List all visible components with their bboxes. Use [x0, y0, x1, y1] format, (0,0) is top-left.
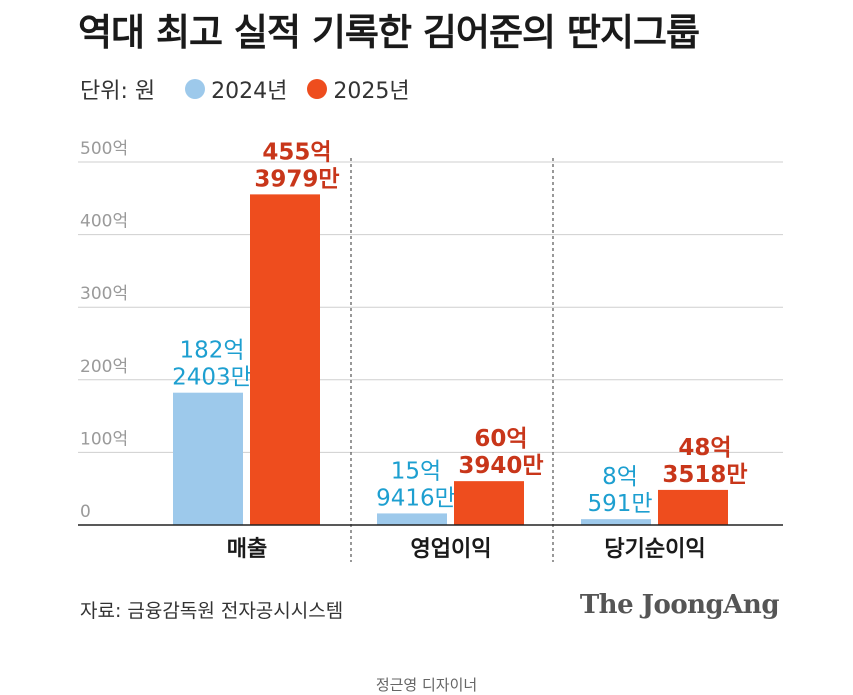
designer-credit: 정근영 디자이너 [375, 676, 478, 694]
bar-2025년-당기순이익 [658, 489, 728, 525]
y-tick-label: 200억 [80, 357, 128, 377]
y-tick-label: 0 [80, 502, 91, 522]
legend-item-2025: 2025년 [307, 73, 410, 105]
data-label: 3940만 [458, 453, 543, 479]
category-label: 당기순이익 [604, 537, 705, 562]
data-label: 182억 [179, 338, 244, 364]
bar-2024년-매출 [173, 392, 243, 525]
legend-label-2024: 2024년 [211, 79, 288, 104]
bar-2025년-매출 [250, 194, 320, 526]
data-label: 2403만 [172, 365, 252, 391]
brand-logo: The JoongAng [579, 590, 780, 620]
y-tick-label: 400억 [80, 212, 128, 232]
data-label: 3518만 [662, 462, 747, 488]
category-label: 영업이익 [411, 537, 492, 562]
data-label: 60억 [474, 426, 527, 452]
data-label: 48억 [678, 435, 731, 461]
data-label: 591만 [587, 491, 652, 517]
data-label: 3979만 [254, 166, 339, 192]
data-label: 9416만 [376, 485, 456, 511]
unit-label: 단위: 원 [80, 79, 156, 104]
y-tick-label: 100억 [80, 429, 128, 449]
legend-item-2024: 2024년 [185, 73, 287, 105]
y-tick-label: 300억 [80, 284, 128, 304]
legend-label-2025: 2025년 [333, 79, 410, 104]
bar-2025년-영업이익 [454, 481, 524, 525]
data-label: 455억 [262, 139, 331, 165]
legend: 단위: 원 2024년 2025년 [80, 74, 430, 104]
source-note: 자료: 금융감독원 전자공시시스템 [80, 600, 344, 622]
chart-title: 역대 최고 실적 기록한 김어준의 딴지그룹 [78, 11, 700, 54]
category-label: 매출 [227, 537, 267, 562]
data-label: 15억 [391, 458, 441, 484]
y-tick-label: 500억 [80, 139, 128, 159]
legend-dot-2024 [185, 79, 206, 99]
bar-2024년-당기순이익 [581, 519, 651, 525]
legend-dot-2025 [307, 79, 328, 99]
data-label: 8억 [602, 464, 638, 490]
bar-2024년-영업이익 [377, 513, 447, 525]
